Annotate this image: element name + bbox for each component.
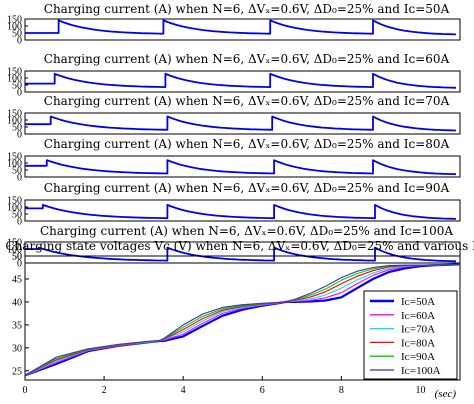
plot-area xyxy=(24,255,461,381)
current-panel-4: Charging current (A) when N=6, ΔVₓ=0.6V,… xyxy=(7,137,461,184)
y-tick-label: 0 xyxy=(17,217,22,228)
legend-label: Iᴄ=90A xyxy=(401,351,435,363)
y-tick-label: 150 xyxy=(7,152,22,163)
y-tick-label: 0 xyxy=(17,88,22,99)
y-tick-label: 45 xyxy=(12,274,22,285)
y-tick-label: 40 xyxy=(12,297,22,308)
y-tick-label: 50 xyxy=(12,29,22,40)
x-tick-label: 0 xyxy=(23,385,28,396)
legend-label: Iᴄ=60A xyxy=(401,310,435,322)
x-tick-label: 4 xyxy=(181,385,186,396)
y-tick-label: 0 xyxy=(17,36,22,47)
charging-current-line xyxy=(25,159,457,176)
plot-area xyxy=(24,199,461,222)
x-tick-label: 2 xyxy=(102,385,107,396)
x-tick-label: 6 xyxy=(260,385,265,396)
voltage-panel-title: Charging state voltages Vᴄ (V) when N=6,… xyxy=(5,239,474,253)
y-tick-label: 50 xyxy=(12,210,22,221)
y-tick-label: 100 xyxy=(7,203,22,214)
current-panel-2: Charging current (A) when N=6, ΔVₓ=0.6V,… xyxy=(7,52,461,99)
y-tick-label: 150 xyxy=(7,67,22,78)
legend-label: Iᴄ=80A xyxy=(401,337,435,349)
plot-area xyxy=(24,112,461,135)
legend-box xyxy=(363,290,458,380)
y-tick-label: 150 xyxy=(7,109,22,120)
y-tick-label: 50 xyxy=(12,166,22,177)
charging-current-line xyxy=(25,115,457,132)
current-panel-title: Charging current (A) when N=6, ΔVₓ=0.6V,… xyxy=(44,52,450,66)
current-panel-5: Charging current (A) when N=6, ΔVₓ=0.6V,… xyxy=(7,181,461,228)
plot-area xyxy=(24,241,461,264)
y-tick-label: 30 xyxy=(12,343,22,354)
y-tick-label: 0 xyxy=(17,259,22,270)
x-tick-label: 10 xyxy=(415,385,425,396)
current-panel-3: Charging current (A) when N=6, ΔVₓ=0.6V,… xyxy=(7,94,461,141)
y-tick-label: 150 xyxy=(7,15,22,26)
y-tick-label: 50 xyxy=(12,252,22,263)
legend-label: Iᴄ=100A xyxy=(401,365,441,377)
current-panel-title: Charging current (A) when N=6, ΔVₓ=0.6V,… xyxy=(40,224,453,238)
y-tick-label: 100 xyxy=(7,22,22,33)
current-panel-title: Charging current (A) when N=6, ΔVₓ=0.6V,… xyxy=(44,137,450,151)
y-tick-label: 0 xyxy=(17,130,22,141)
charging-current-line xyxy=(25,204,457,220)
y-tick-label: 50 xyxy=(12,81,22,92)
y-tick-label: 150 xyxy=(7,196,22,207)
current-panel-1: Charging current (A) when N=6, ΔVₓ=0.6V,… xyxy=(7,2,461,47)
y-tick-label: 0 xyxy=(17,173,22,184)
voltage-panel: Charging state voltages Vᴄ (V) when N=6,… xyxy=(5,239,474,400)
y-tick-label: 50 xyxy=(12,123,22,134)
plot-area xyxy=(24,155,461,178)
x-tick-label: 8 xyxy=(339,385,344,396)
legend-label: Iᴄ=50A xyxy=(401,296,435,308)
y-tick-label: 100 xyxy=(7,245,22,256)
plot-area xyxy=(24,18,461,41)
current-panel-title: Charging current (A) when N=6, ΔVₓ=0.6V,… xyxy=(44,2,450,16)
voltage-line-6 xyxy=(24,263,461,376)
charging-current-line xyxy=(25,19,457,36)
y-tick-label: 150 xyxy=(7,238,22,249)
y-tick-label: 50 xyxy=(12,252,22,263)
x-axis-unit: (sec) xyxy=(435,388,457,400)
current-panel-title: Charging current (A) when N=6, ΔVₓ=0.6V,… xyxy=(44,181,450,195)
legend-label: Iᴄ=70A xyxy=(401,324,435,336)
y-tick-label: 25 xyxy=(12,366,22,377)
y-tick-label: 100 xyxy=(7,159,22,170)
y-tick-label: 100 xyxy=(7,74,22,85)
y-tick-label: 35 xyxy=(12,320,22,331)
plot-area xyxy=(24,70,461,93)
current-panel-title: Charging current (A) when N=6, ΔVₓ=0.6V,… xyxy=(44,94,450,108)
y-tick-label: 100 xyxy=(7,116,22,127)
charging-current-line xyxy=(25,72,457,89)
